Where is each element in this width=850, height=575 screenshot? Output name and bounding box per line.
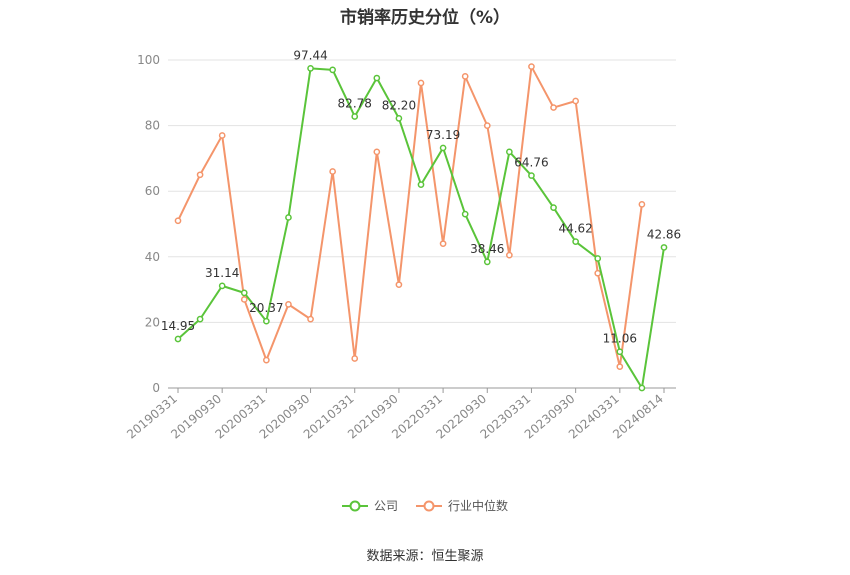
data-point-industry-median <box>461 73 469 80</box>
data-point-industry-median <box>483 122 491 129</box>
data-point-industry-median <box>616 363 624 371</box>
data-point-industry-median <box>506 251 513 259</box>
data-source: 数据来源：恒生聚源 <box>366 549 484 564</box>
legend-label-industry-median: 行业中位数 <box>448 499 509 513</box>
data-label: 97.44 <box>293 48 327 62</box>
legend-swatch-company <box>341 500 368 511</box>
data-point-industry-median <box>395 281 403 289</box>
data-point-industry-median <box>307 315 314 323</box>
data-point-company <box>660 244 668 251</box>
data-label: 82.78 <box>338 96 372 110</box>
y-tick-label: 60 <box>145 184 160 198</box>
data-point-company <box>439 144 447 152</box>
data-point-industry-median <box>572 97 579 105</box>
data-point-industry-median <box>528 63 535 70</box>
data-point-company <box>594 255 602 262</box>
y-tick-label: 0 <box>152 381 160 395</box>
data-label: 11.06 <box>603 332 637 346</box>
data-point-company <box>196 315 204 323</box>
data-point-company <box>240 289 248 297</box>
data-point-industry-median <box>351 355 359 362</box>
y-tick-label: 80 <box>145 119 160 133</box>
label-layer: 14.95 31.14 20.37 97.44 82.78 82.20 73.19 38.46… <box>161 48 681 345</box>
data-label: 82.20 <box>382 98 416 112</box>
data-point-company <box>285 214 292 221</box>
data-point-company <box>218 282 226 290</box>
data-point-industry-median <box>174 217 182 225</box>
data-point-company <box>461 210 469 218</box>
data-point-company <box>329 66 336 74</box>
data-point-industry-median <box>594 269 602 277</box>
data-point-company <box>307 65 314 72</box>
series-layer <box>174 63 668 392</box>
grid-layer <box>168 59 676 323</box>
legend-item-company[interactable]: 公司 <box>341 497 398 514</box>
data-point-company <box>417 181 425 188</box>
y-tick-label: 100 <box>137 53 160 67</box>
data-point-company <box>263 317 270 325</box>
chart-title: 市销率历史分位（%） <box>339 8 511 28</box>
data-point-industry-median <box>638 200 646 208</box>
data-label: 64.76 <box>514 156 548 170</box>
data-label: 38.46 <box>470 242 504 256</box>
data-label: 31.14 <box>205 266 239 280</box>
data-label: 42.86 <box>647 227 681 241</box>
data-point-company <box>550 204 557 211</box>
data-point-industry-median <box>285 301 292 308</box>
data-label: 14.95 <box>161 319 195 333</box>
data-point-company <box>483 258 491 266</box>
series-line-industry-median <box>177 65 643 368</box>
y-tick-label: 40 <box>145 250 160 264</box>
legend-label-company: 公司 <box>373 499 398 513</box>
data-point-company <box>174 335 182 343</box>
data-point-industry-median <box>373 148 381 156</box>
data-point-industry-median <box>240 296 248 303</box>
legend: 公司 行业中位数 <box>0 497 850 514</box>
data-point-industry-median <box>196 171 204 179</box>
data-point-company <box>506 148 513 156</box>
y-tick-label: 20 <box>145 315 160 329</box>
data-point-industry-median <box>550 104 557 111</box>
data-label: 20.37 <box>249 301 283 315</box>
data-label: 44.62 <box>558 222 592 236</box>
data-point-company <box>616 348 624 356</box>
data-point-company <box>395 115 403 122</box>
data-point-industry-median <box>439 240 447 248</box>
data-point-company <box>528 172 535 179</box>
legend-swatch-industry-median <box>416 500 442 511</box>
data-point-industry-median <box>263 356 270 364</box>
data-point-industry-median <box>218 132 226 139</box>
data-point-industry-median <box>329 168 336 175</box>
data-point-company <box>373 74 381 82</box>
data-point-company <box>638 384 646 392</box>
data-point-industry-median <box>417 79 425 87</box>
legend-item-industry-median[interactable]: 行业中位数 <box>416 497 508 514</box>
data-point-company <box>351 113 359 120</box>
data-label: 73.19 <box>426 128 460 142</box>
data-point-company <box>572 238 579 245</box>
